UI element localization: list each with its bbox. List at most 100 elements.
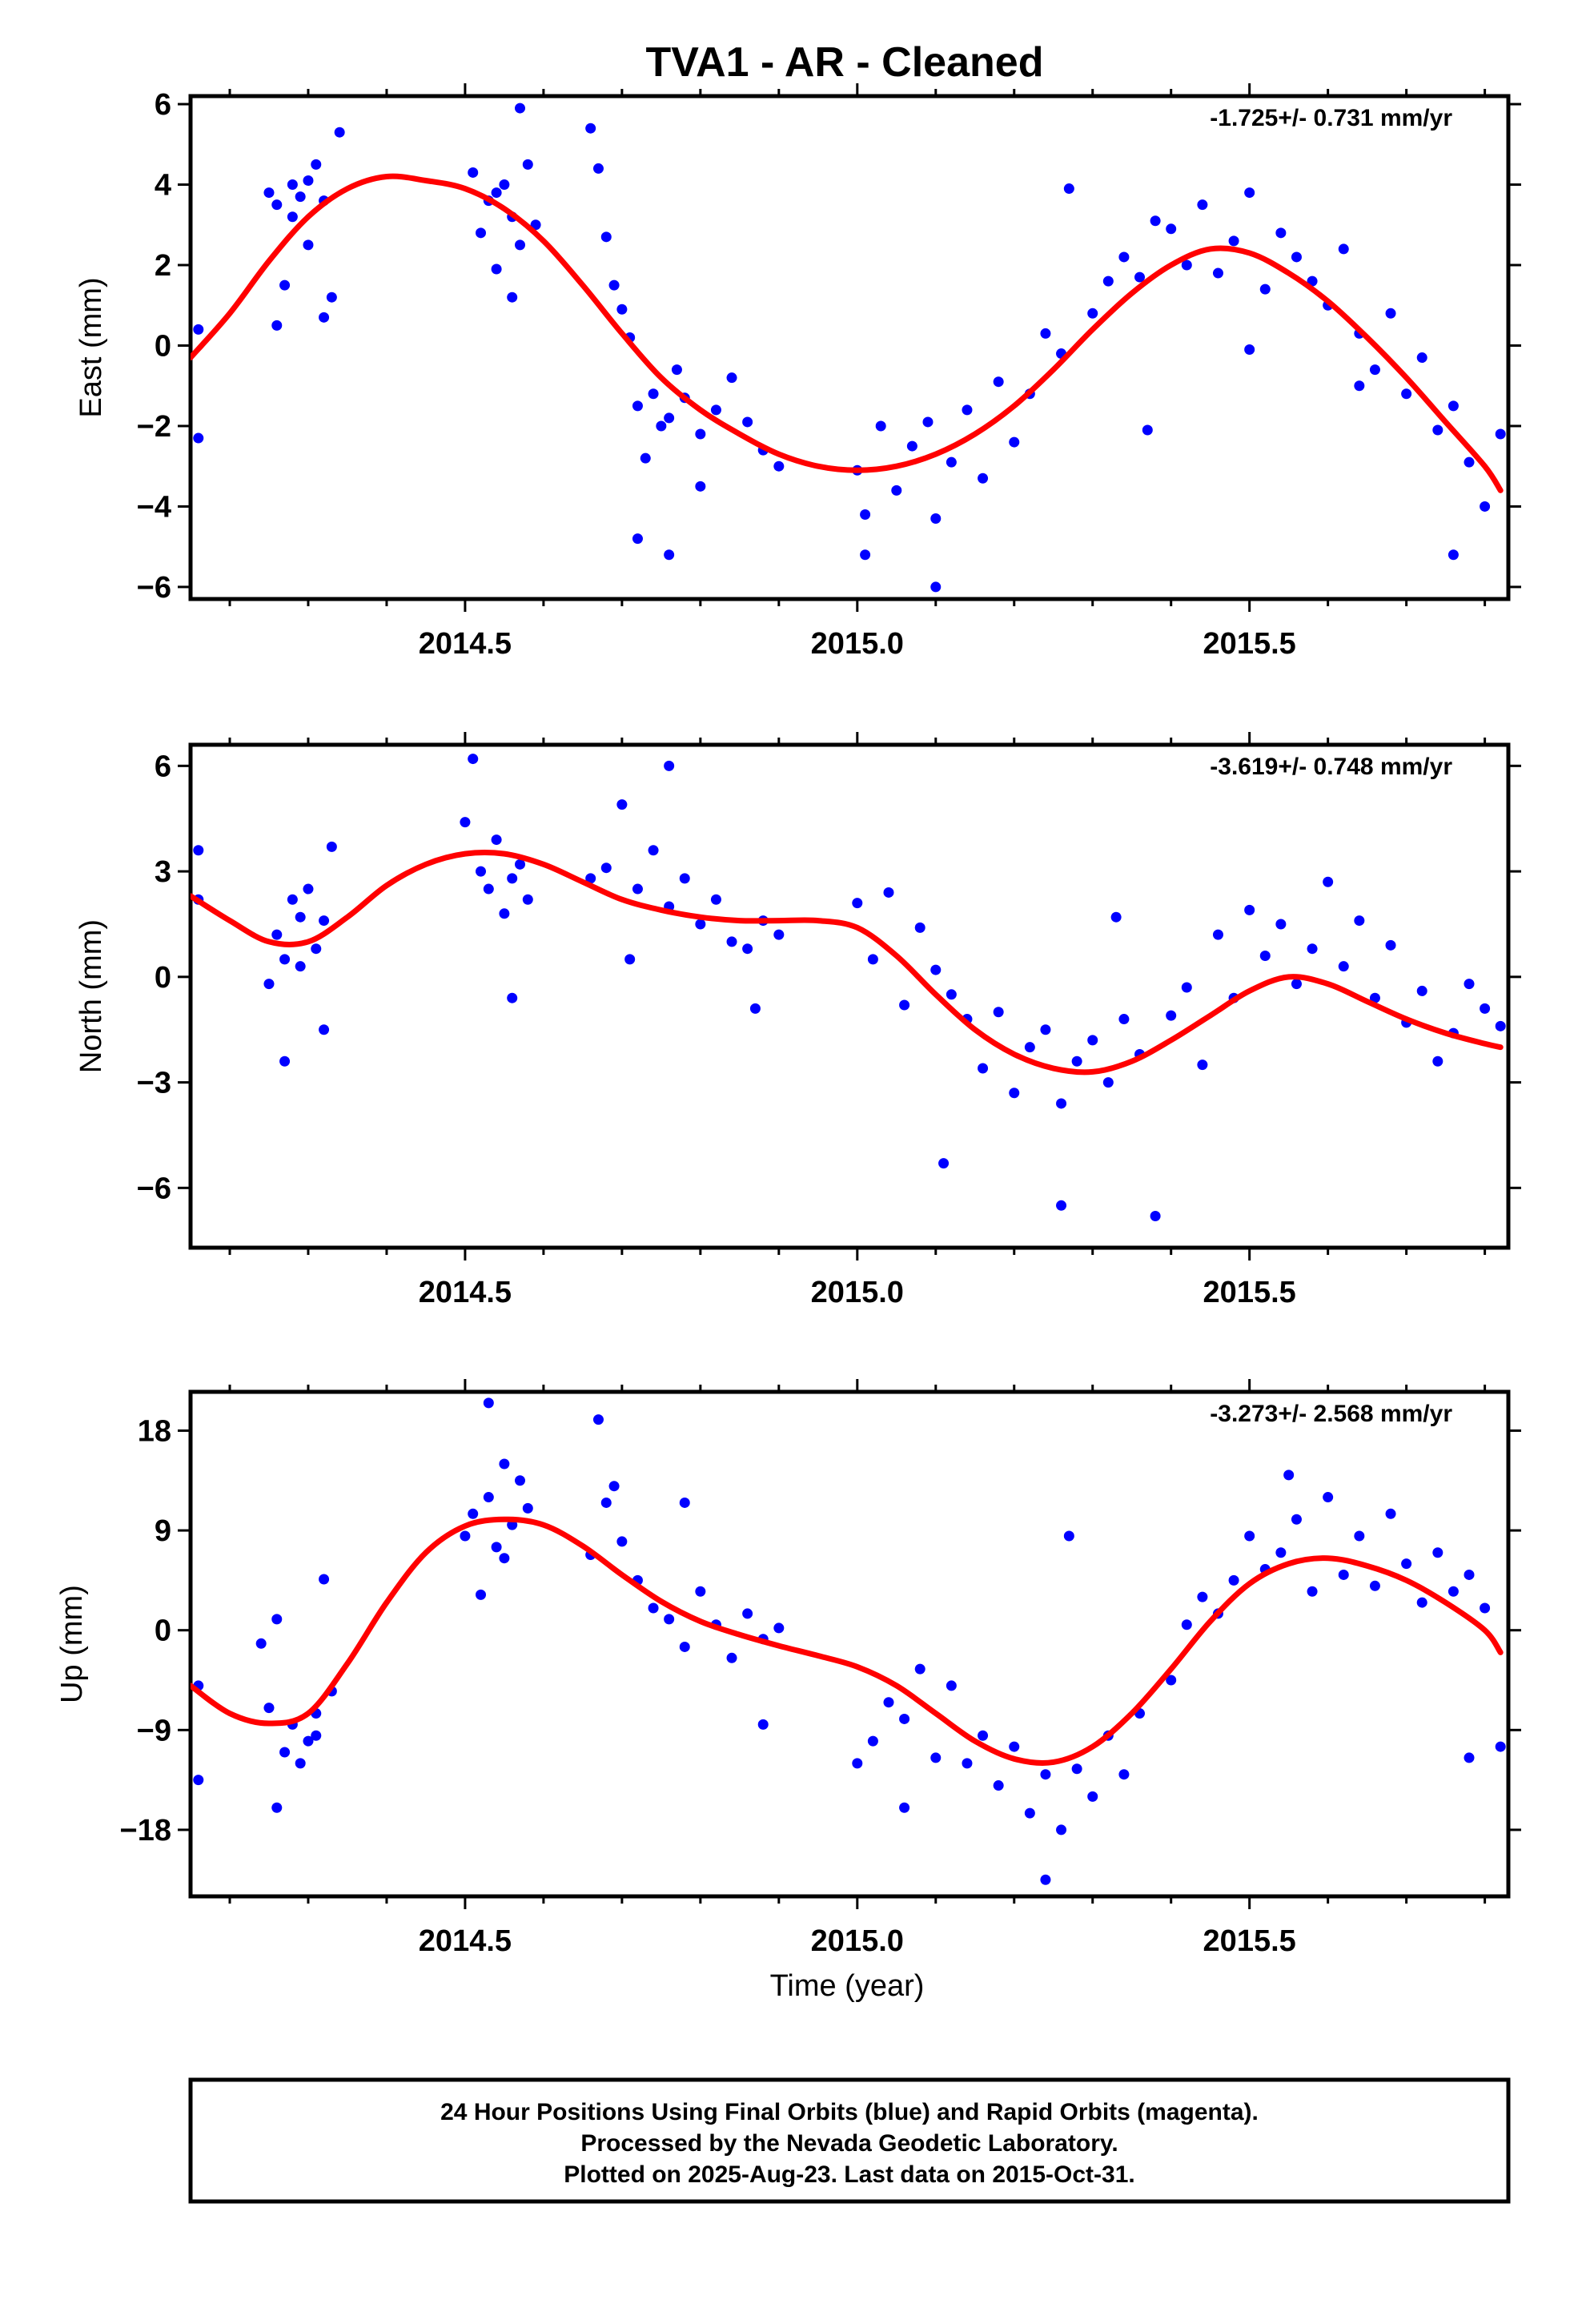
data-point — [1056, 1200, 1067, 1211]
data-point — [507, 292, 518, 303]
data-point — [867, 954, 878, 965]
data-point — [1087, 308, 1098, 319]
data-point — [1009, 1088, 1020, 1099]
data-point — [295, 191, 306, 203]
data-point — [1495, 1741, 1506, 1752]
data-point — [695, 480, 706, 492]
x-tick-label: 2014.5 — [419, 627, 512, 661]
data-point — [303, 175, 314, 187]
data-point — [742, 1608, 753, 1619]
data-point — [978, 1063, 989, 1074]
fit-curve — [191, 1516, 1504, 1766]
data-point — [1464, 1569, 1475, 1580]
plot-area — [191, 103, 1506, 593]
data-point — [695, 919, 706, 930]
data-point — [193, 845, 204, 856]
data-point — [1197, 1591, 1208, 1602]
data-point — [1480, 1003, 1491, 1014]
data-point — [648, 845, 659, 856]
data-point — [295, 1758, 306, 1769]
data-point — [499, 908, 510, 919]
data-point — [1495, 428, 1506, 440]
data-point — [255, 1638, 267, 1649]
x-tick-label: 2014.5 — [419, 1276, 512, 1309]
data-point — [468, 754, 479, 765]
data-point — [852, 898, 863, 909]
x-tick-label: 2015.0 — [811, 1924, 904, 1958]
data-point — [1416, 352, 1427, 364]
data-point — [295, 911, 306, 923]
data-point — [303, 883, 314, 895]
y-tick-label: −6 — [137, 1172, 171, 1205]
data-point — [1056, 1098, 1067, 1109]
data-point — [600, 862, 612, 874]
data-point — [1118, 251, 1130, 263]
data-point — [962, 404, 973, 416]
y-tick-label: −9 — [137, 1714, 171, 1747]
data-point — [1212, 267, 1223, 279]
data-point — [1307, 943, 1318, 955]
data-point — [710, 404, 721, 416]
data-point — [1040, 1874, 1051, 1885]
data-point — [726, 936, 737, 947]
data-point — [1228, 1574, 1239, 1586]
data-point — [883, 887, 894, 898]
data-point — [319, 1024, 330, 1035]
rate-annotation: -3.619+/- 0.748 mm/yr — [1210, 754, 1452, 780]
data-point — [664, 760, 675, 771]
data-point — [632, 883, 643, 895]
data-point — [1009, 436, 1020, 448]
data-point — [193, 1775, 204, 1786]
data-point — [271, 1614, 283, 1625]
data-point — [507, 992, 518, 1003]
rate-annotation: -3.273+/- 2.568 mm/yr — [1210, 1401, 1452, 1427]
data-point — [640, 452, 651, 464]
data-point — [891, 485, 902, 496]
x-tick-label: 2015.5 — [1203, 1924, 1296, 1958]
data-point — [1166, 223, 1177, 235]
data-point — [491, 263, 502, 275]
data-point — [287, 894, 298, 905]
footer-box: 24 Hour Positions Using Final Orbits (bl… — [188, 2077, 1511, 2204]
data-point — [515, 858, 525, 870]
data-point — [679, 1497, 690, 1508]
data-point — [1040, 1769, 1051, 1780]
data-point — [1354, 915, 1365, 927]
data-point — [1150, 1210, 1161, 1221]
data-point — [648, 388, 659, 400]
data-point — [1447, 1586, 1459, 1597]
x-tick-label: 2015.0 — [811, 627, 904, 661]
data-point — [1307, 1586, 1318, 1597]
data-point — [468, 1508, 479, 1519]
y-tick-label: 0 — [155, 961, 171, 995]
data-point — [193, 324, 204, 335]
data-point — [460, 1530, 471, 1542]
y-tick-label: 2 — [155, 249, 171, 283]
plot-frame — [188, 1389, 1511, 1899]
data-point — [883, 1697, 894, 1708]
rate-annotation: -1.725+/- 0.731 mm/yr — [1210, 105, 1452, 131]
data-point — [695, 1586, 706, 1597]
data-point — [914, 922, 926, 933]
footer-line-3: Plotted on 2025-Aug-23. Last data on 201… — [564, 2161, 1135, 2188]
data-point — [1197, 1059, 1208, 1071]
data-point — [867, 1735, 878, 1747]
data-point — [522, 894, 533, 905]
data-point — [1150, 215, 1161, 227]
data-point — [899, 1802, 910, 1813]
data-point — [1338, 1569, 1349, 1580]
data-point — [263, 187, 275, 199]
data-point — [1087, 1791, 1098, 1802]
data-point — [1228, 235, 1239, 247]
footer-frame — [188, 2077, 1511, 2204]
data-point — [1275, 919, 1287, 930]
data-point — [499, 179, 510, 191]
data-point — [1040, 328, 1051, 339]
data-point — [1244, 187, 1255, 199]
data-point — [515, 239, 525, 251]
data-point — [773, 460, 785, 472]
data-point — [287, 179, 298, 191]
data-point — [1385, 939, 1396, 951]
data-point — [491, 834, 502, 846]
data-point — [1323, 1492, 1334, 1503]
